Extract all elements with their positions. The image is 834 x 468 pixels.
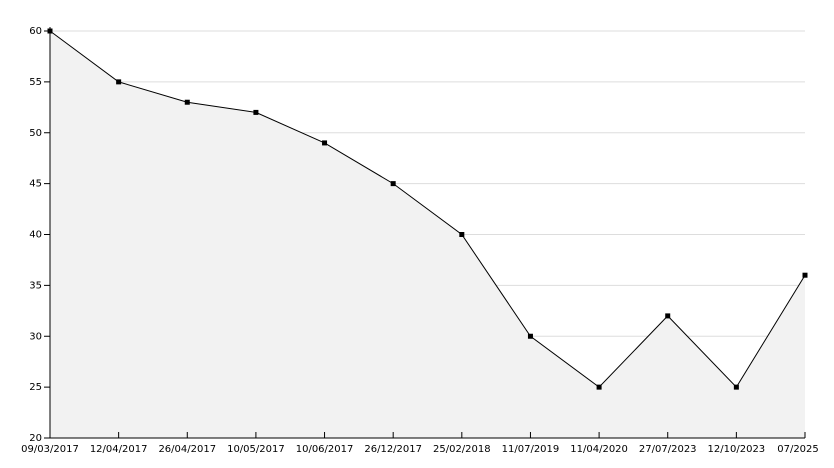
point: [596, 384, 602, 390]
point: [253, 109, 259, 115]
x-tick-label: 26/12/2017: [364, 444, 422, 455]
point: [459, 232, 465, 237]
y-tick-label: 50: [29, 128, 42, 139]
y-tick-label: 30: [29, 331, 42, 342]
x-tick-label: 07/2025: [777, 444, 819, 455]
point: [116, 79, 122, 85]
x-tick-label: 09/03/2017: [21, 444, 79, 455]
y-tick-label: 25: [29, 382, 42, 393]
point: [322, 140, 328, 146]
x-tick-label: 10/06/2017: [296, 444, 354, 455]
x-tick-label: 12/04/2017: [90, 444, 148, 455]
y-tick-label: 20: [29, 433, 42, 444]
point: [802, 272, 808, 278]
point: [665, 313, 671, 319]
y-tick-label: 45: [29, 179, 42, 190]
x-tick-label: 25/02/2018: [433, 444, 491, 455]
y-tick-label: 35: [29, 280, 42, 291]
point: [184, 99, 190, 105]
point: [733, 384, 739, 390]
x-tick-label: 27/07/2023: [639, 444, 697, 455]
area: [50, 31, 805, 438]
y-tick-label: 55: [29, 77, 42, 88]
x-tick-label: 11/04/2020: [570, 444, 628, 455]
x-tick-label: 11/07/2019: [502, 444, 560, 455]
y-tick-label: 60: [29, 26, 42, 37]
y-tick-label: 40: [29, 230, 42, 241]
point: [527, 333, 533, 339]
point: [390, 181, 396, 187]
x-tick-label: 12/10/2023: [708, 444, 766, 455]
x-tick-label: 10/05/2017: [227, 444, 285, 455]
line: [49, 30, 806, 388]
x-tick-label: 26/04/2017: [158, 444, 216, 455]
